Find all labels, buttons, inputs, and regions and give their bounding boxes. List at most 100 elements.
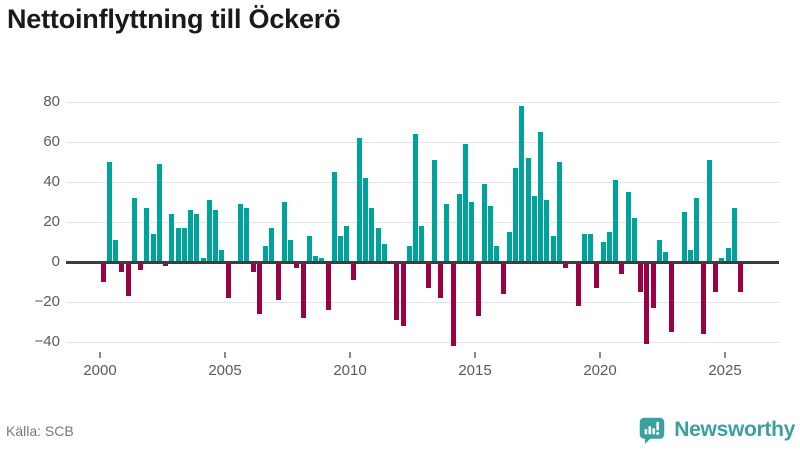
- y-axis-tick-label: −20: [34, 293, 60, 310]
- bar: [100, 262, 106, 282]
- gridline: [66, 222, 779, 223]
- x-axis-tick: [99, 352, 101, 358]
- bar: [713, 262, 719, 292]
- bar: [413, 134, 419, 262]
- bar: [406, 246, 412, 262]
- y-axis-tick-label: 60: [43, 133, 60, 150]
- bar: [456, 194, 462, 262]
- bar: [588, 234, 594, 262]
- bar: [144, 208, 150, 262]
- bar: [594, 262, 600, 288]
- x-axis-tick-label: 2020: [583, 362, 617, 379]
- bar: [219, 250, 225, 262]
- bar: [269, 228, 275, 262]
- bar: [613, 180, 619, 262]
- bar: [481, 184, 487, 262]
- bar: [619, 262, 625, 274]
- bar: [631, 218, 637, 262]
- gridline: [66, 302, 779, 303]
- bar: [544, 200, 550, 262]
- bar: [506, 232, 512, 262]
- bar: [244, 208, 250, 262]
- x-axis-tick: [599, 352, 601, 358]
- y-axis-tick-label: −40: [34, 333, 60, 350]
- bar: [106, 162, 112, 262]
- x-axis-tick-label: 2015: [458, 362, 492, 379]
- brand-logo: Newsworthy: [638, 416, 795, 444]
- bar: [325, 262, 331, 310]
- bar: [625, 192, 631, 262]
- bar: [119, 262, 125, 272]
- x-axis-tick: [474, 352, 476, 358]
- bar: [275, 262, 281, 300]
- y-axis-tick-label: 20: [43, 213, 60, 230]
- bar: [131, 198, 137, 262]
- bar: [469, 202, 475, 262]
- y-axis-tick-label: 40: [43, 173, 60, 190]
- x-axis-tick-label: 2005: [208, 362, 242, 379]
- bar: [531, 196, 537, 262]
- bar: [263, 246, 269, 262]
- page-title: Nettoinflyttning till Öckerö: [7, 4, 341, 34]
- y-axis-tick-label: 0: [51, 253, 60, 270]
- bar: [519, 106, 525, 262]
- x-axis-tick-label: 2010: [333, 362, 367, 379]
- bar: [663, 252, 669, 262]
- bar: [181, 228, 187, 262]
- bar: [238, 204, 244, 262]
- bar: [681, 212, 687, 262]
- gridline: [66, 182, 779, 183]
- bar: [350, 262, 356, 280]
- bar: [331, 172, 337, 262]
- bar: [444, 204, 450, 262]
- bar: [194, 214, 200, 262]
- bar: [438, 262, 444, 298]
- source-note: Källa: SCB: [6, 423, 74, 439]
- bar: [338, 236, 344, 262]
- bar: [513, 168, 519, 262]
- bar: [356, 138, 362, 262]
- bar: [150, 234, 156, 262]
- bar: [363, 178, 369, 262]
- bar: [719, 258, 725, 262]
- bar: [113, 240, 119, 262]
- bar: [163, 262, 169, 266]
- bar: [475, 262, 481, 316]
- x-axis-tick: [224, 352, 226, 358]
- bar: [394, 262, 400, 320]
- bar: [500, 262, 506, 294]
- x-axis-tick: [349, 352, 351, 358]
- bar: [669, 262, 675, 332]
- bar: [563, 262, 569, 268]
- bar: [450, 262, 456, 346]
- bar: [575, 262, 581, 306]
- bar: [550, 236, 556, 262]
- x-axis-tick-label: 2000: [83, 362, 117, 379]
- bar: [375, 228, 381, 262]
- bar: [425, 262, 431, 288]
- bar: [250, 262, 256, 272]
- bar: [538, 132, 544, 262]
- bar: [156, 164, 162, 262]
- bar: [431, 160, 437, 262]
- gridline: [66, 342, 779, 343]
- bar: [206, 200, 212, 262]
- bar: [138, 262, 144, 270]
- gridline: [66, 102, 779, 103]
- bar: [650, 262, 656, 308]
- zero-axis-line: [66, 261, 779, 264]
- bar: [556, 162, 562, 262]
- bar: [419, 226, 425, 262]
- bar: [169, 214, 175, 262]
- bar: [313, 256, 319, 262]
- bar: [369, 208, 375, 262]
- x-axis-tick-label: 2025: [708, 362, 742, 379]
- bar: [488, 206, 494, 262]
- bar: [294, 262, 300, 268]
- bar: [288, 240, 294, 262]
- bar: [525, 158, 531, 262]
- bar: [606, 232, 612, 262]
- bar: [381, 244, 387, 262]
